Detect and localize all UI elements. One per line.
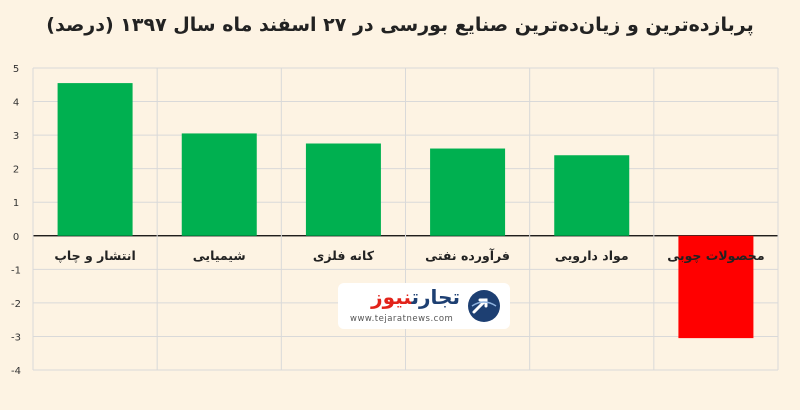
watermark-logo: تجارتنیوز www.tejaratnews.com (338, 283, 510, 329)
y-tick-label: -3 (11, 332, 21, 343)
bar-0 (57, 83, 133, 236)
y-tick-label: 3 (13, 131, 19, 142)
category-label: کانه فلزی (313, 248, 375, 263)
bars (57, 83, 754, 339)
y-tick-label: 0 (13, 232, 19, 243)
bar-4 (554, 155, 630, 236)
category-label: انتشار و چاپ (54, 248, 135, 263)
y-tick-label: 2 (13, 165, 19, 176)
y-tick-label: -2 (11, 299, 21, 310)
watermark-brand-part-1: تجارت (411, 285, 460, 309)
y-tick-label: -1 (11, 265, 21, 276)
watermark-url: www.tejaratnews.com (350, 314, 454, 324)
y-axis-ticks: 5 4 3 2 1 0 -1 -2 -3 -4 (11, 64, 21, 377)
category-label: مواد دارویی (555, 248, 629, 263)
chart-title: پربازده‌ترین و زیان‌ده‌ترین صنایع بورسی … (46, 14, 754, 36)
y-tick-label: 1 (13, 198, 19, 209)
category-labels: انتشار و چاپ شیمیایی کانه فلزی فرآورده نفتی… (54, 248, 764, 263)
y-tick-label: 4 (13, 98, 19, 109)
watermark-brand: تجارتنیوز (371, 285, 460, 309)
bar-5 (678, 235, 754, 339)
bar-1 (181, 133, 257, 236)
bar-2 (305, 143, 381, 236)
category-label: شیمیایی (193, 248, 246, 263)
globe-arrow-icon (468, 290, 500, 322)
y-tick-label: 5 (13, 64, 19, 75)
watermark-brand-part-2: نیوز (371, 285, 412, 309)
grid-layer (32, 67, 779, 371)
bar-3 (430, 148, 506, 236)
y-tick-label: -4 (11, 366, 21, 377)
category-label: محصولات چوبی (667, 248, 764, 263)
category-label: فرآورده نفتی (425, 248, 510, 263)
